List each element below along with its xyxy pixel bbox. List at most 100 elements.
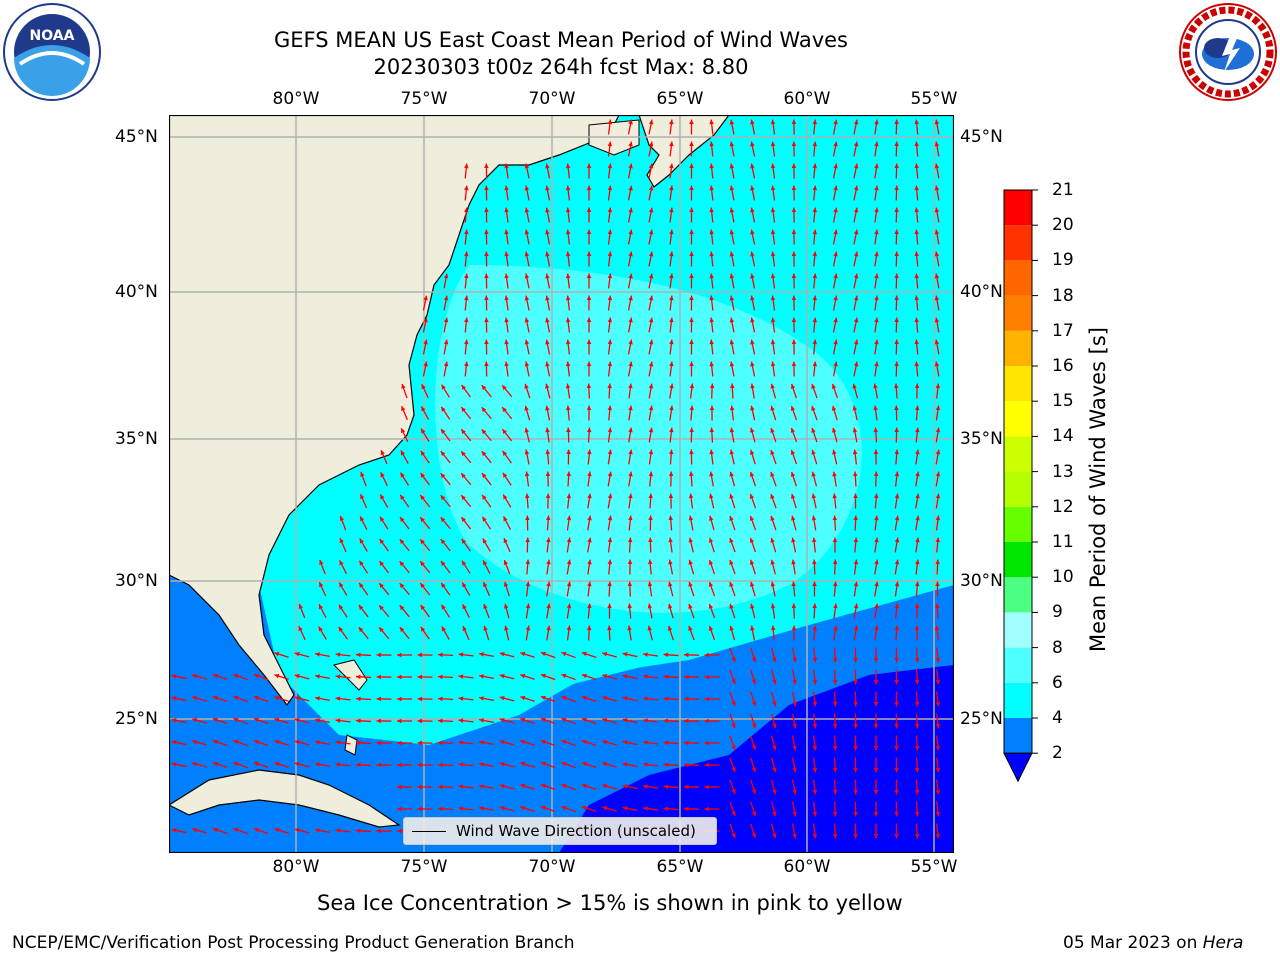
wind-arrow (602, 761, 617, 768)
wind-arrow (460, 406, 472, 420)
wind-arrow (460, 516, 472, 530)
wind-arrow (540, 805, 556, 813)
wind-arrow (729, 295, 735, 311)
wind-arrow (417, 806, 433, 812)
wind-arrow (504, 317, 509, 333)
wind-arrow (704, 740, 720, 746)
wind-arrow (376, 696, 392, 702)
wind-arrow (812, 119, 818, 135)
colorbar-tick-label: 8 (1052, 637, 1063, 658)
wind-arrow (440, 472, 451, 486)
wind-arrow (669, 273, 674, 289)
wind-arrow (790, 493, 797, 509)
wind-arrow (750, 317, 756, 333)
wind-arrow (441, 626, 450, 640)
wind-arrow (422, 339, 428, 355)
lat-label-left-30n: 30°N (115, 571, 158, 591)
wind-arrow (689, 427, 694, 443)
wind-arrow (790, 427, 798, 443)
wind-arrow (709, 493, 715, 509)
wind-arrow (812, 757, 818, 773)
colorbar-segment (1004, 647, 1032, 683)
wind-arrow (853, 625, 859, 641)
wind-arrow (894, 691, 899, 707)
wind-arrow (709, 405, 715, 421)
wind-arrow (873, 735, 879, 751)
wind-arrow (853, 823, 858, 839)
wind-arrow (622, 696, 638, 702)
wind-arrow (458, 806, 474, 811)
wind-arrow (581, 761, 597, 769)
wind-arrow (566, 559, 572, 575)
wind-arrow (668, 559, 674, 575)
wind-arrow (832, 317, 838, 333)
wind-arrow (420, 626, 430, 640)
wind-arrow (873, 713, 879, 729)
wind-arrow (212, 761, 228, 768)
wind-arrow (914, 713, 920, 729)
wind-arrow (894, 779, 899, 795)
wind-arrow (750, 801, 757, 817)
wind-arrow (894, 251, 899, 267)
wind-arrow (379, 494, 389, 508)
wind-arrow (770, 207, 776, 223)
wind-arrow (894, 735, 899, 751)
wind-arrow (586, 185, 592, 201)
wind-arrow (376, 674, 392, 680)
wind-arrow (833, 603, 838, 619)
wind-arrow (443, 317, 449, 333)
wind-arrow (581, 695, 597, 703)
wind-arrow (504, 229, 509, 245)
wind-arrow (380, 449, 388, 465)
wind-arrow (586, 625, 592, 641)
wind-arrow (458, 762, 474, 767)
wind-arrow (520, 673, 535, 680)
lon-label-top-80w: 80°W (272, 89, 320, 109)
wind-arrow (770, 757, 777, 773)
wind-arrow (663, 652, 679, 658)
wind-arrow (587, 603, 592, 619)
wind-arrow (540, 651, 556, 659)
wind-arrow (683, 696, 700, 702)
wind-arrow (874, 251, 879, 267)
wind-arrow (750, 779, 757, 795)
wind-arrow (647, 625, 653, 641)
wind-arrow (729, 537, 736, 553)
wind-arrow (833, 581, 838, 597)
wind-arrow (479, 652, 494, 658)
wind-arrow (458, 718, 474, 723)
wind-arrow (648, 295, 654, 311)
wind-arrow (458, 784, 474, 789)
wind-arrow (935, 427, 941, 443)
wind-arrow (832, 251, 838, 267)
wind-arrow (642, 696, 659, 701)
wind-arrow (622, 784, 638, 790)
wind-arrow (894, 339, 899, 355)
wind-arrow (602, 651, 617, 658)
wind-arrow (458, 674, 474, 679)
wind-arrow (481, 494, 492, 508)
wind-arrow (914, 163, 919, 179)
wind-arrow (499, 696, 515, 702)
wind-arrow (749, 471, 757, 487)
wind-arrow (358, 626, 369, 640)
wind-arrow (914, 207, 919, 223)
wind-arrow (853, 229, 859, 245)
wind-arrow (376, 828, 392, 834)
wind-arrow (935, 449, 941, 465)
wind-arrow (812, 251, 818, 267)
footer-date-text: 05 Mar 2023 on (1063, 933, 1203, 953)
colorbar-tick-label: 13 (1052, 461, 1074, 482)
wind-arrow (524, 317, 530, 333)
wind-arrow (499, 718, 515, 724)
wind-arrow (627, 581, 633, 597)
wind-arrow (750, 361, 756, 377)
wind-arrow (709, 383, 715, 399)
colorbar-segment (1004, 436, 1032, 472)
wind-arrow (545, 383, 551, 399)
wind-arrow (688, 559, 695, 575)
wind-arrow (422, 295, 428, 311)
wind-arrow (627, 251, 633, 267)
noaa-logo-icon: NOAA (3, 3, 101, 101)
wind-arrow (335, 740, 351, 745)
